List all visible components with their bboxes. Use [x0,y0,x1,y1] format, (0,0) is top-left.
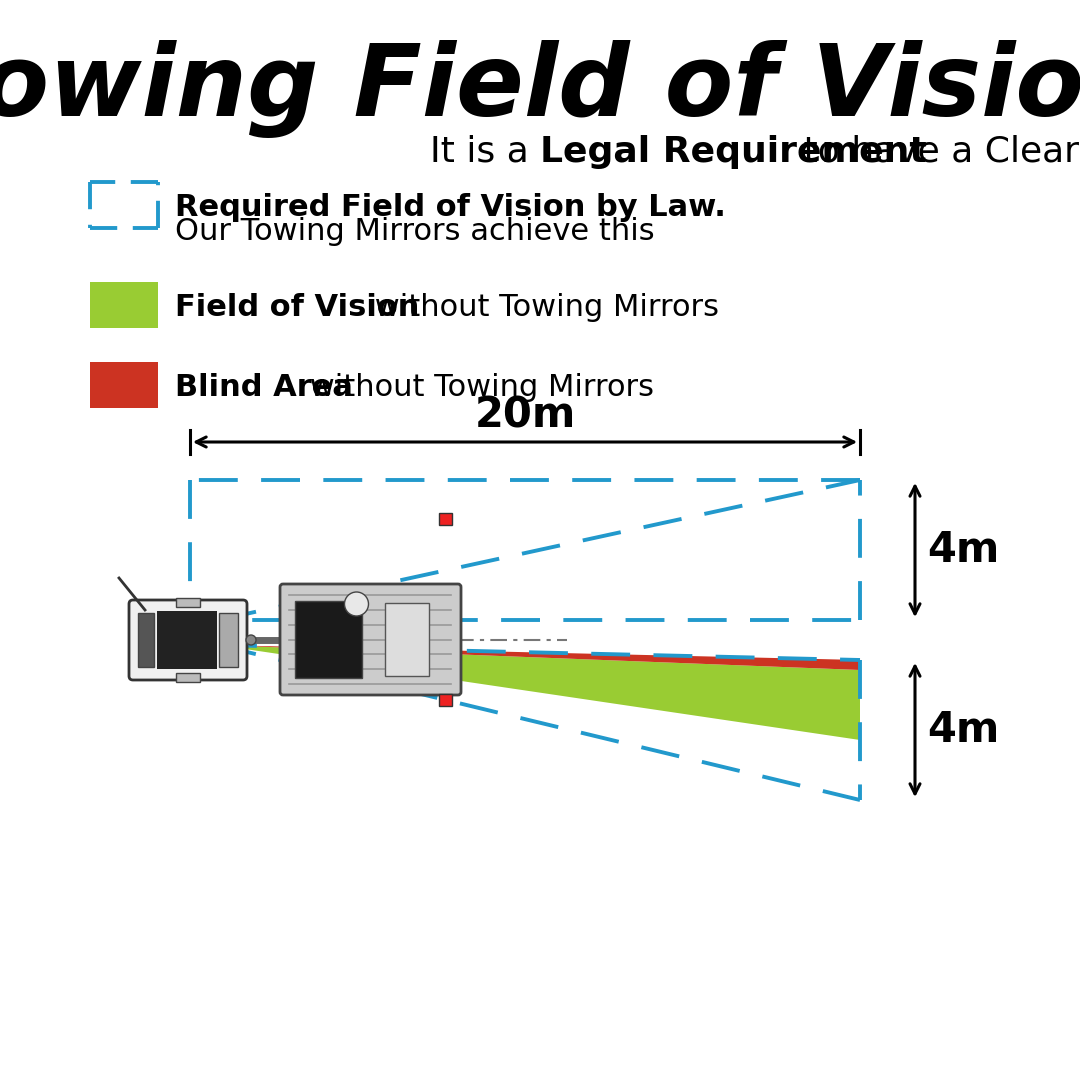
Bar [438,513,453,525]
Text: 4m: 4m [927,529,999,571]
Text: It is a: It is a [430,135,540,168]
Bar [176,673,200,681]
Circle shape [246,635,256,645]
Circle shape [345,592,368,616]
Bar [138,613,154,667]
Text: 4m: 4m [927,708,999,751]
Text: Field of Vision: Field of Vision [175,293,419,322]
Bar [90,282,158,328]
Text: 20m: 20m [474,394,576,436]
Bar [176,598,200,607]
FancyBboxPatch shape [280,584,461,696]
Text: Our Towing Mirrors achieve this: Our Towing Mirrors achieve this [175,217,654,246]
Polygon shape [218,645,860,670]
Bar [90,362,158,408]
Text: Blind Area: Blind Area [175,373,353,402]
Text: to have a Clear Field of Vision: to have a Clear Field of Vision [792,135,1080,168]
Bar [295,600,362,678]
Bar [157,611,217,669]
Polygon shape [218,645,860,740]
Text: Towing Field of Vision: Towing Field of Vision [0,40,1080,138]
Text: without Towing Mirrors: without Towing Mirrors [300,373,654,402]
FancyBboxPatch shape [129,600,247,680]
Bar [219,613,238,667]
Text: without Towing Mirrors: without Towing Mirrors [365,293,719,322]
Text: Required Field of Vision by Law.: Required Field of Vision by Law. [175,193,726,222]
Text: Legal Requirement: Legal Requirement [540,135,927,168]
Bar [384,603,429,676]
Bar [438,694,453,706]
